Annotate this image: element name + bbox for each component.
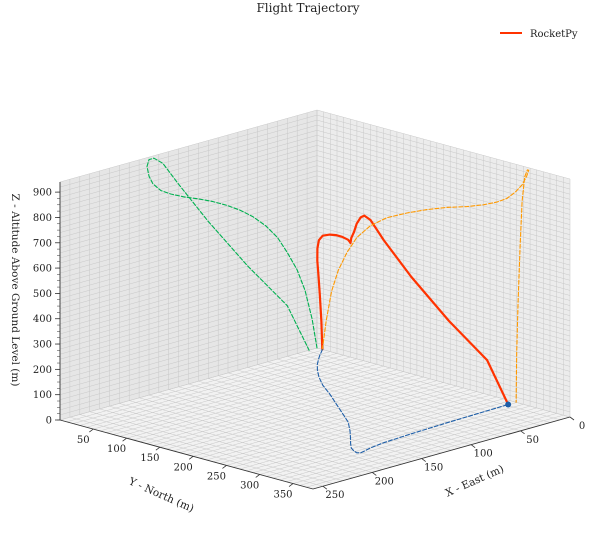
legend: RocketPy (500, 29, 578, 40)
x-tick-mark (256, 474, 260, 477)
x-tick-label: 350 (273, 490, 292, 501)
z-tick-label: 200 (33, 365, 52, 376)
y-tick-mark (570, 417, 574, 420)
y-tick-mark (422, 459, 426, 462)
x-tick-label: 250 (207, 471, 226, 482)
x-tick-label: 300 (240, 481, 259, 492)
z-tick-label: 500 (33, 289, 52, 300)
y-tick-mark (372, 472, 376, 475)
y-tick-label: 150 (424, 463, 443, 474)
x-tick-label: 150 (140, 453, 159, 464)
z-tick-label: 900 (33, 188, 52, 199)
x-tick-mark (123, 438, 127, 441)
z-tick-label: 400 (33, 314, 52, 325)
y-axis-label: Y - North (m) (126, 475, 196, 515)
y-tick-label: 100 (474, 449, 493, 460)
z-tick-label: 100 (33, 390, 52, 401)
y-tick-label: 0 (579, 421, 585, 432)
y-tick-label: 250 (325, 490, 344, 501)
x-tick-label: 100 (107, 444, 126, 455)
x-tick-mark (222, 465, 226, 468)
x-tick-label: 50 (77, 435, 90, 446)
axis-panes (60, 110, 570, 489)
x-tick-label: 200 (174, 462, 193, 473)
y-tick-mark (521, 431, 525, 434)
x-tick-mark (189, 456, 193, 459)
z-tick-label: 800 (33, 213, 52, 224)
legend-label-rocketpy: RocketPy (530, 29, 578, 40)
z-tick-label: 600 (33, 264, 52, 275)
y-tick-label: 200 (375, 476, 394, 487)
x-tick-mark (289, 484, 293, 487)
z-tick-label: 300 (33, 340, 52, 351)
chart-title: Flight Trajectory (256, 1, 359, 15)
z-axis-label: Z - Altitude Above Ground Level (m) (9, 194, 21, 387)
y-tick-mark (323, 486, 327, 489)
x-axis-label: X - East (m) (444, 463, 506, 499)
y-tick-label: 50 (526, 435, 539, 446)
launch-point-marker (505, 402, 511, 408)
z-tick-label: 700 (33, 238, 52, 249)
x-tick-mark (156, 447, 160, 450)
y-tick-mark (471, 445, 475, 448)
z-tick-label: 0 (46, 416, 52, 427)
x-tick-mark (89, 429, 93, 432)
